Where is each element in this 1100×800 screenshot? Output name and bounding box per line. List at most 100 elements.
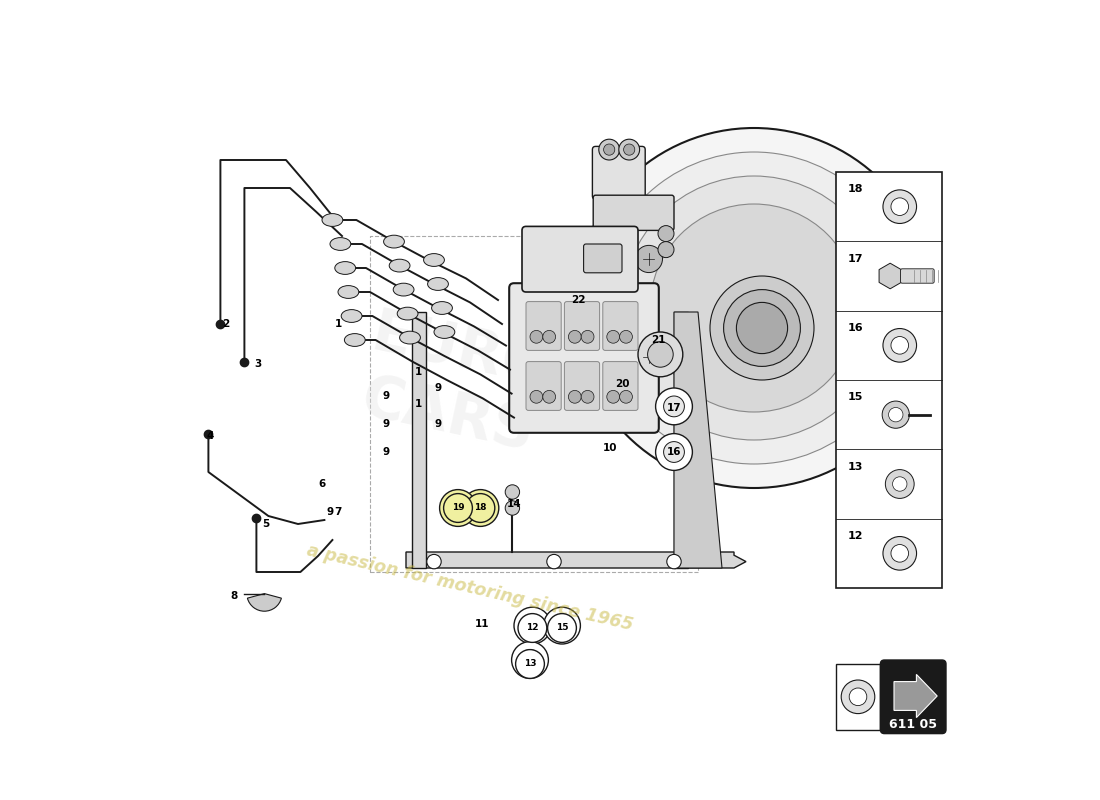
Text: 10: 10 bbox=[603, 443, 617, 453]
FancyBboxPatch shape bbox=[526, 362, 561, 410]
Ellipse shape bbox=[341, 310, 362, 322]
Circle shape bbox=[581, 330, 594, 343]
Text: EURO
CARS: EURO CARS bbox=[352, 305, 556, 463]
Circle shape bbox=[667, 554, 681, 569]
Circle shape bbox=[619, 139, 639, 160]
Circle shape bbox=[619, 390, 632, 403]
Text: 15: 15 bbox=[848, 393, 864, 402]
Circle shape bbox=[886, 470, 914, 498]
Circle shape bbox=[569, 390, 581, 403]
Circle shape bbox=[889, 407, 903, 422]
Text: 18: 18 bbox=[474, 503, 486, 513]
Text: 12: 12 bbox=[848, 531, 864, 541]
Circle shape bbox=[724, 290, 801, 366]
Circle shape bbox=[849, 688, 867, 706]
Text: 611 05: 611 05 bbox=[889, 718, 937, 730]
Circle shape bbox=[581, 390, 594, 403]
Circle shape bbox=[443, 494, 472, 522]
Polygon shape bbox=[674, 312, 688, 568]
Circle shape bbox=[604, 144, 615, 155]
Circle shape bbox=[883, 537, 916, 570]
Ellipse shape bbox=[434, 326, 454, 338]
Circle shape bbox=[846, 246, 872, 273]
Text: 6: 6 bbox=[318, 479, 326, 489]
FancyBboxPatch shape bbox=[593, 146, 646, 199]
Circle shape bbox=[569, 330, 581, 343]
FancyBboxPatch shape bbox=[526, 302, 561, 350]
FancyBboxPatch shape bbox=[901, 269, 934, 283]
Circle shape bbox=[710, 276, 814, 380]
Text: 17: 17 bbox=[667, 403, 681, 413]
Circle shape bbox=[505, 501, 519, 515]
Text: 5: 5 bbox=[263, 519, 270, 529]
Circle shape bbox=[736, 302, 788, 354]
Circle shape bbox=[448, 498, 469, 518]
Circle shape bbox=[663, 442, 684, 462]
Ellipse shape bbox=[397, 307, 418, 320]
FancyBboxPatch shape bbox=[509, 283, 659, 433]
Text: 11: 11 bbox=[475, 619, 490, 629]
Ellipse shape bbox=[334, 262, 355, 274]
Text: 19: 19 bbox=[452, 503, 464, 513]
Ellipse shape bbox=[393, 283, 414, 296]
Circle shape bbox=[842, 680, 874, 714]
Polygon shape bbox=[894, 674, 937, 718]
Circle shape bbox=[543, 607, 581, 644]
Circle shape bbox=[882, 401, 910, 428]
Text: 13: 13 bbox=[524, 659, 537, 669]
Text: 12: 12 bbox=[526, 623, 539, 633]
Circle shape bbox=[663, 396, 684, 417]
Ellipse shape bbox=[338, 286, 359, 298]
Ellipse shape bbox=[431, 302, 452, 314]
Ellipse shape bbox=[344, 334, 365, 346]
Circle shape bbox=[440, 490, 476, 526]
Circle shape bbox=[427, 554, 441, 569]
Text: 22: 22 bbox=[571, 295, 585, 305]
Text: 13: 13 bbox=[848, 462, 864, 472]
Polygon shape bbox=[879, 263, 901, 289]
Circle shape bbox=[648, 342, 673, 367]
Circle shape bbox=[542, 390, 556, 403]
Circle shape bbox=[505, 485, 519, 499]
FancyBboxPatch shape bbox=[584, 244, 621, 273]
Text: 9: 9 bbox=[327, 507, 333, 517]
Text: 4: 4 bbox=[207, 431, 213, 441]
Circle shape bbox=[512, 642, 549, 678]
Circle shape bbox=[624, 144, 635, 155]
FancyBboxPatch shape bbox=[564, 362, 600, 410]
Polygon shape bbox=[412, 312, 426, 568]
Circle shape bbox=[607, 330, 619, 343]
Circle shape bbox=[883, 190, 916, 223]
Text: 14: 14 bbox=[507, 499, 521, 509]
Circle shape bbox=[598, 139, 619, 160]
Text: 1: 1 bbox=[415, 399, 421, 409]
Circle shape bbox=[891, 337, 909, 354]
Ellipse shape bbox=[322, 214, 343, 226]
Text: 9: 9 bbox=[434, 419, 441, 429]
Text: 15: 15 bbox=[556, 623, 569, 633]
FancyBboxPatch shape bbox=[603, 302, 638, 350]
Circle shape bbox=[891, 198, 909, 215]
Circle shape bbox=[548, 614, 576, 642]
Circle shape bbox=[547, 554, 561, 569]
Circle shape bbox=[656, 388, 692, 425]
Circle shape bbox=[519, 650, 540, 670]
Text: 21: 21 bbox=[651, 335, 666, 345]
Text: 3: 3 bbox=[254, 359, 262, 369]
Text: 8: 8 bbox=[230, 591, 238, 601]
Circle shape bbox=[636, 343, 662, 370]
Polygon shape bbox=[406, 552, 746, 568]
Circle shape bbox=[466, 494, 495, 522]
Circle shape bbox=[846, 343, 872, 370]
Circle shape bbox=[883, 329, 916, 362]
Text: 9: 9 bbox=[434, 383, 441, 393]
Circle shape bbox=[891, 545, 909, 562]
Circle shape bbox=[516, 650, 544, 678]
FancyBboxPatch shape bbox=[836, 664, 880, 730]
Text: 16: 16 bbox=[667, 447, 681, 457]
Circle shape bbox=[514, 607, 551, 644]
Ellipse shape bbox=[428, 278, 449, 290]
Ellipse shape bbox=[424, 254, 444, 266]
Text: a passion for motoring since 1965: a passion for motoring since 1965 bbox=[305, 542, 635, 634]
Circle shape bbox=[607, 390, 619, 403]
